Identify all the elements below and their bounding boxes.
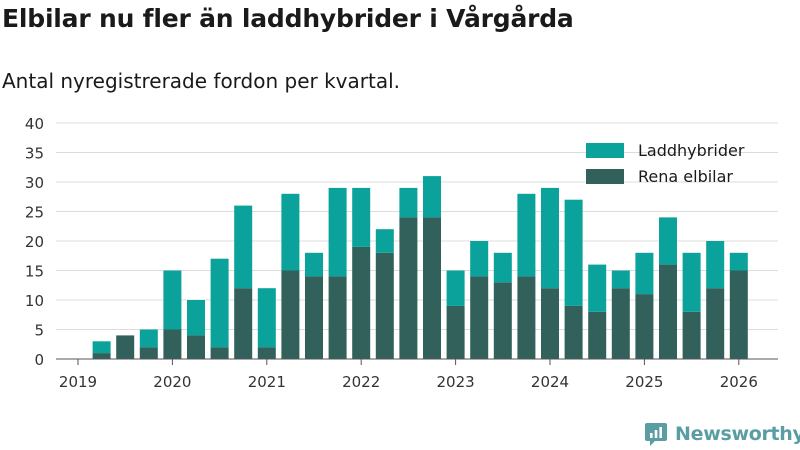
brand-name: Newsworthy [675,423,800,445]
bar-laddhybrider [423,176,441,218]
bar-rena-elbilar [92,353,111,359]
bar-rena-elbilar [399,217,418,359]
bar-rena-elbilar [446,305,465,359]
bar-laddhybrider [352,187,371,247]
y-tick-label: 15 [25,263,44,281]
bar-rena-elbilar [139,347,158,359]
x-tick-label: 2023 [437,373,475,391]
chart-subtitle: Antal nyregistrerade fordon per kvartal. [2,69,401,93]
bar-laddhybrider [446,270,465,306]
bar-laddhybrider [375,229,394,253]
bar-laddhybrider [706,241,725,289]
y-tick-label: 30 [25,174,44,192]
chart-title: Elbilar nu fler än laddhybrider i Vårgår… [2,4,574,33]
bar-laddhybrider [564,199,583,306]
bar-rena-elbilar [375,252,394,359]
bar-rena-elbilar [729,270,748,359]
y-tick-label: 20 [25,233,44,251]
bar-laddhybrider [470,241,489,277]
x-tick-label: 2022 [342,373,380,391]
bar-laddhybrider [257,288,276,348]
bar-laddhybrider [399,187,418,218]
bar-rena-elbilar [564,305,583,359]
bar-rena-elbilar [328,276,347,359]
y-tick-label: 40 [25,115,44,133]
legend-label: Rena elbilar [638,167,733,186]
bar-rena-elbilar [281,270,300,359]
legend-swatch [586,143,624,158]
bar-rena-elbilar [517,276,536,359]
bar-rena-elbilar [423,217,441,359]
bar-rena-elbilar [163,329,182,359]
bar-rena-elbilar [470,276,489,359]
bars [92,176,748,359]
bar-laddhybrider [517,193,536,277]
bar-rena-elbilar [234,288,253,359]
x-tick-label: 2020 [153,373,191,391]
brand-logo[interactable]: Newsworthy [643,420,800,448]
bar-rena-elbilar [116,335,135,359]
bar-laddhybrider [635,252,654,295]
bar-laddhybrider [611,270,630,289]
bar-laddhybrider [305,252,323,277]
x-tick-label: 2026 [720,373,758,391]
y-tick-label: 0 [34,351,44,369]
bar-rena-elbilar [187,335,205,359]
bar-laddhybrider [210,258,229,348]
bar-laddhybrider [588,264,607,312]
bar-rena-elbilar [305,276,323,359]
bar-laddhybrider [163,270,182,330]
bar-rena-elbilar [257,347,276,359]
bar-laddhybrider [139,329,158,348]
legend-label: Laddhybrider [638,141,745,160]
bar-rena-elbilar [682,311,701,359]
bar-rena-elbilar [611,288,630,359]
x-tick-label: 2019 [59,373,97,391]
bar-laddhybrider [234,205,253,289]
bar-laddhybrider [541,187,559,289]
bar-laddhybrider [682,252,701,312]
y-tick-label: 5 [34,322,44,340]
bar-rena-elbilar [210,347,229,359]
bar-laddhybrider [328,187,347,277]
bar-rena-elbilar [352,246,371,359]
y-tick-label: 25 [25,204,44,222]
legend-swatch [586,169,624,184]
bar-rena-elbilar [659,264,677,359]
x-tick-label: 2024 [531,373,569,391]
bar-rena-elbilar [493,282,512,359]
bar-laddhybrider [187,300,205,336]
bar-laddhybrider [92,341,111,354]
y-tick-label: 10 [25,292,44,310]
y-tick-label: 35 [25,145,44,163]
bar-laddhybrider [659,217,677,265]
x-tick-label: 2021 [248,373,286,391]
x-tick-label: 2025 [625,373,663,391]
bar-laddhybrider [281,193,300,271]
bar-rena-elbilar [635,294,654,359]
newsworthy-logo-icon [645,423,667,446]
legend: Laddhybrider Rena elbilar [586,141,745,186]
bar-laddhybrider [493,252,512,283]
bar-rena-elbilar [588,311,607,359]
bar-rena-elbilar [541,288,559,359]
bar-rena-elbilar [706,288,725,359]
bar-laddhybrider [729,252,748,271]
